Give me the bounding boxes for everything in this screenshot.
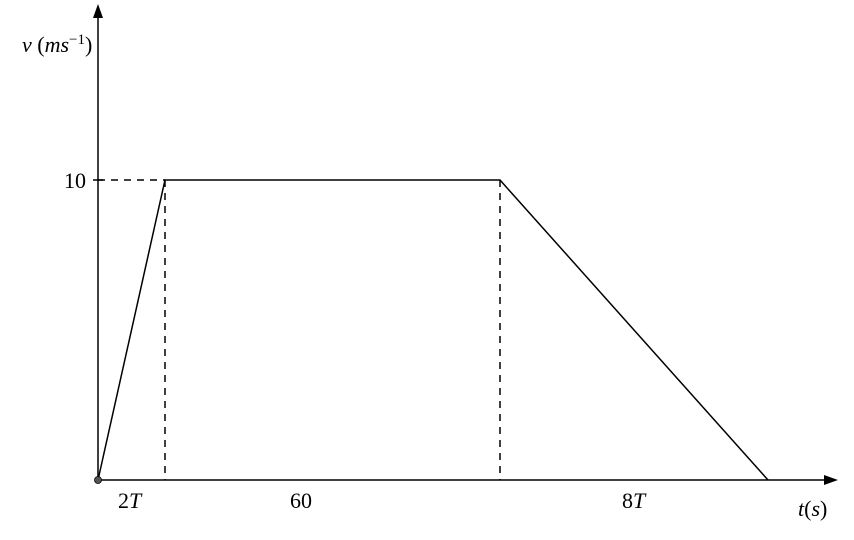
y-axis-arrow (93, 4, 103, 18)
x-tick-label-8T: 8T (622, 488, 647, 513)
x-tick-label-60: 60 (290, 488, 312, 513)
y-tick-label-10: 10 (64, 168, 86, 193)
x-axis-label: t(s) (798, 496, 827, 521)
vt-chart: v (ms−1) t(s) 10 2T 60 8T (0, 0, 854, 540)
velocity-curve (98, 180, 768, 480)
origin-dot (95, 477, 102, 484)
x-axis-arrow (824, 475, 838, 485)
y-axis-label: v (ms−1) (22, 32, 92, 57)
chart-svg: v (ms−1) t(s) 10 2T 60 8T (0, 0, 854, 540)
x-tick-label-2T: 2T (118, 488, 143, 513)
